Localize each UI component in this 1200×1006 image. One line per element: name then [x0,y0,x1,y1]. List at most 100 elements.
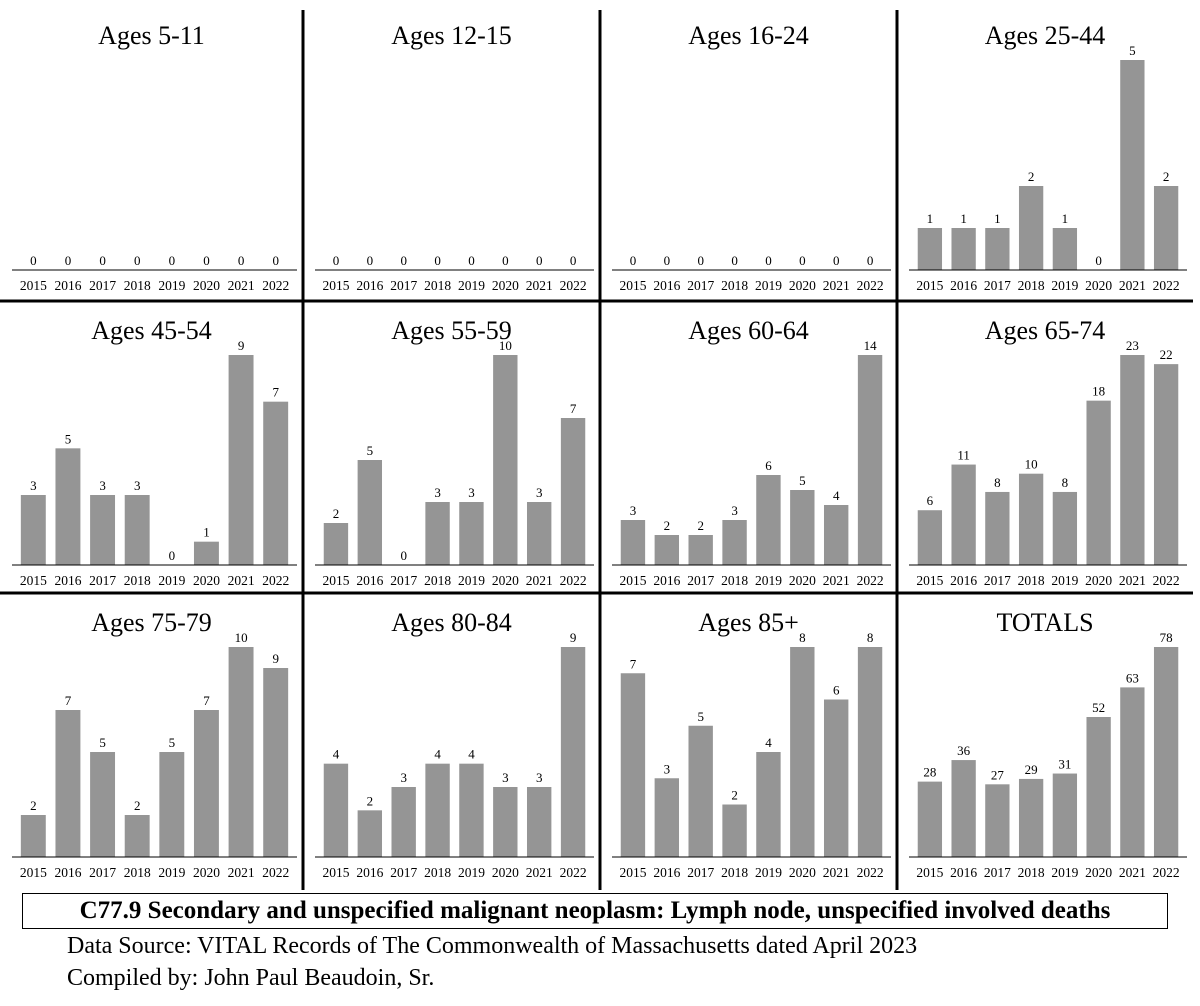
bar [620,520,646,565]
x-tick-label: 2021 [228,573,255,588]
x-tick-label: 2020 [492,278,519,293]
data-label: 10 [499,338,512,353]
x-tick-label: 2019 [755,865,782,880]
x-tick-label: 2022 [262,573,289,588]
data-label: 5 [697,709,704,724]
bar [263,668,289,857]
data-label: 5 [1129,43,1136,58]
bar [917,228,943,270]
x-tick-label: 2022 [857,573,884,588]
x-tick-label: 2022 [857,865,884,880]
bar [1153,186,1179,270]
bar [620,673,646,857]
x-tick-label: 2018 [124,865,151,880]
panel-title: Ages 5-11 [98,21,205,50]
data-label: 1 [960,211,967,226]
bar [357,460,383,565]
x-tick-label: 2016 [356,278,383,293]
panel-title: Ages 25-44 [985,21,1106,50]
x-tick-label: 2016 [950,573,977,588]
data-label: 3 [434,485,441,500]
data-label: 3 [99,478,106,493]
data-label: 1 [1062,211,1069,226]
data-label: 4 [765,735,772,750]
data-label: 5 [99,735,106,750]
data-label: 0 [400,253,407,268]
data-label: 0 [400,548,407,563]
bar [425,763,450,857]
bar [124,815,150,857]
bar [722,520,747,565]
bar [1086,400,1111,565]
x-tick-label: 2019 [458,865,485,880]
x-tick-label: 2015 [916,573,943,588]
data-label: 0 [867,253,874,268]
x-tick-label: 2018 [721,865,748,880]
data-label: 2 [333,506,340,521]
bar [1052,491,1078,565]
data-label: 0 [134,253,141,268]
x-tick-label: 2021 [1119,278,1146,293]
bar [1052,228,1078,270]
data-label: 0 [65,253,72,268]
data-label: 0 [468,253,475,268]
data-label: 6 [833,683,840,698]
bar [263,401,289,565]
bar [917,781,943,857]
x-tick-label: 2018 [721,278,748,293]
x-tick-label: 2017 [390,278,417,293]
x-tick-label: 2015 [619,278,646,293]
x-tick-label: 2020 [789,573,816,588]
data-label: 1 [203,525,210,540]
data-source-note: Data Source: VITAL Records of The Common… [67,933,918,959]
bar [159,752,185,857]
data-label: 23 [1126,338,1139,353]
bar [20,815,46,857]
bar [857,355,883,565]
data-label: 7 [630,656,637,671]
bar [193,710,219,857]
data-label: 36 [957,743,971,758]
bar [1018,473,1044,565]
x-tick-label: 2021 [823,278,850,293]
x-tick-label: 2020 [789,278,816,293]
data-label: 9 [272,651,279,666]
data-label: 3 [536,485,543,500]
bar [1018,778,1044,857]
panel-title: Ages 55-59 [391,316,512,345]
x-tick-label: 2020 [1085,573,1112,588]
data-label: 0 [765,253,772,268]
data-label: 63 [1126,670,1139,685]
data-label: 0 [30,253,37,268]
bar [1120,687,1145,857]
data-label: 0 [434,253,441,268]
data-label: 0 [731,253,738,268]
data-label: 0 [333,253,340,268]
bar [357,810,383,857]
x-tick-label: 2020 [193,865,220,880]
x-tick-label: 2016 [950,865,977,880]
x-tick-label: 2018 [1018,865,1045,880]
x-tick-label: 2015 [20,278,47,293]
x-tick-label: 2022 [560,278,587,293]
data-label: 0 [502,253,509,268]
bar [917,510,943,565]
data-label: 0 [203,253,210,268]
data-label: 0 [238,253,245,268]
data-label: 11 [957,448,970,463]
bar [654,535,680,565]
data-label: 2 [1028,169,1035,184]
bar [823,699,849,857]
main-title-text: C77.9 Secondary and unspecified malignan… [79,897,1111,924]
x-tick-label: 2016 [356,573,383,588]
data-label: 0 [169,253,176,268]
data-label: 5 [65,431,72,446]
bar [951,228,976,270]
data-label: 18 [1092,384,1105,399]
x-tick-label: 2018 [424,573,451,588]
bar [391,787,416,857]
bar [857,647,883,857]
compiled-by-note: Compiled by: John Paul Beaudoin, Sr. [67,965,435,991]
data-label: 3 [731,503,738,518]
x-tick-label: 2015 [322,573,349,588]
